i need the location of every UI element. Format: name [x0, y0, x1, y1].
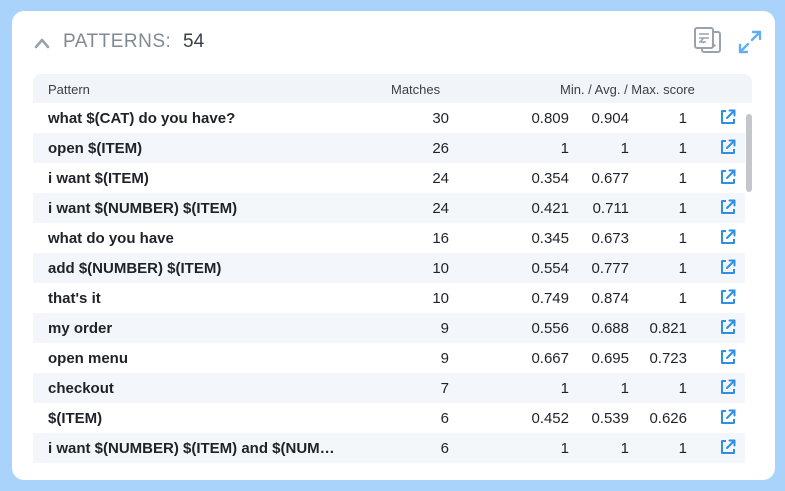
matches-cell: 16	[432, 230, 449, 247]
panel-title: PATTERNS:	[63, 31, 172, 52]
chevron-up-icon[interactable]	[34, 37, 50, 49]
table-row: open $(ITEM) 26 1 1 1	[33, 133, 745, 163]
matches-cell: 6	[440, 410, 449, 427]
min-score-cell: 0.354	[531, 170, 569, 187]
table-row: checkout 7 1 1 1	[33, 373, 745, 403]
table-row: $(ITEM) 6 0.452 0.539 0.626	[33, 403, 745, 433]
avg-score-cell: 0.677	[591, 170, 629, 187]
external-link-icon[interactable]	[719, 288, 737, 306]
min-score-cell: 1	[560, 140, 569, 157]
min-score-cell: 0.421	[531, 200, 569, 217]
avg-score-cell: 0.777	[591, 260, 629, 277]
avg-score-cell: 0.673	[591, 230, 629, 247]
pattern-cell: i want $(NUMBER) $(ITEM) and $(NUM…	[48, 440, 335, 457]
avg-score-cell: 0.695	[591, 350, 629, 367]
max-score-cell: 1	[678, 200, 687, 217]
table-body: what $(CAT) do you have? 30 0.809 0.904 …	[33, 103, 745, 463]
table-row: open menu 9 0.667 0.695 0.723	[33, 343, 745, 373]
external-link-icon[interactable]	[719, 198, 737, 216]
table-row: i want $(NUMBER) $(ITEM) and $(NUM… 6 1 …	[33, 433, 745, 463]
patterns-card: PATTERNS: 54 Pattern Matches Min. / Avg.…	[12, 11, 775, 480]
pattern-cell: add $(NUMBER) $(ITEM)	[48, 260, 222, 277]
avg-score-cell: 0.904	[591, 110, 629, 127]
max-score-cell: 0.626	[649, 410, 687, 427]
min-score-cell: 1	[560, 440, 569, 457]
max-score-cell: 1	[678, 260, 687, 277]
table-row: i want $(NUMBER) $(ITEM) 24 0.421 0.711 …	[33, 193, 745, 223]
max-score-cell: 1	[678, 140, 687, 157]
expand-icon[interactable]	[736, 28, 764, 56]
min-score-cell: 0.554	[531, 260, 569, 277]
matches-cell: 30	[432, 110, 449, 127]
pattern-cell: that's it	[48, 290, 101, 307]
column-header-score[interactable]: Min. / Avg. / Max. score	[560, 82, 695, 97]
matches-cell: 7	[440, 380, 449, 397]
max-score-cell: 1	[678, 440, 687, 457]
pattern-cell: checkout	[48, 380, 114, 397]
max-score-cell: 1	[678, 110, 687, 127]
avg-score-cell: 0.539	[591, 410, 629, 427]
external-link-icon[interactable]	[719, 168, 737, 186]
matches-cell: 6	[440, 440, 449, 457]
external-link-icon[interactable]	[719, 318, 737, 336]
max-score-cell: 0.723	[649, 350, 687, 367]
matches-cell: 9	[440, 350, 449, 367]
external-link-icon[interactable]	[719, 348, 737, 366]
matches-cell: 24	[432, 200, 449, 217]
table-scrollbar[interactable]	[746, 114, 752, 192]
table-row: what $(CAT) do you have? 30 0.809 0.904 …	[33, 103, 745, 133]
patterns-table: Pattern Matches Min. / Avg. / Max. score…	[33, 74, 752, 480]
matches-cell: 24	[432, 170, 449, 187]
max-score-cell: 1	[678, 290, 687, 307]
matches-cell: 9	[440, 320, 449, 337]
matches-cell: 10	[432, 260, 449, 277]
avg-score-cell: 0.874	[591, 290, 629, 307]
pattern-cell: what do you have	[48, 230, 174, 247]
avg-score-cell: 0.688	[591, 320, 629, 337]
table-row: i want $(ITEM) 24 0.354 0.677 1	[33, 163, 745, 193]
patterns-count: 54	[183, 31, 205, 52]
min-score-cell: 0.667	[531, 350, 569, 367]
matches-cell: 10	[432, 290, 449, 307]
max-score-cell: 1	[678, 170, 687, 187]
column-header-pattern[interactable]: Pattern	[48, 82, 90, 97]
pattern-cell: my order	[48, 320, 113, 337]
avg-score-cell: 1	[620, 440, 629, 457]
pattern-cell: i want $(NUMBER) $(ITEM)	[48, 200, 238, 217]
max-score-cell: 1	[678, 230, 687, 247]
external-link-icon[interactable]	[719, 438, 737, 456]
external-link-icon[interactable]	[719, 228, 737, 246]
min-score-cell: 0.749	[531, 290, 569, 307]
external-link-icon[interactable]	[719, 138, 737, 156]
column-header-matches[interactable]: Matches	[391, 82, 441, 97]
matches-cell: 26	[432, 140, 449, 157]
pattern-cell: open menu	[48, 350, 129, 367]
pattern-cell: i want $(ITEM)	[48, 170, 149, 187]
external-link-icon[interactable]	[719, 408, 737, 426]
external-link-icon[interactable]	[719, 378, 737, 396]
copy-icon[interactable]	[692, 26, 724, 54]
pattern-cell: $(ITEM)	[48, 410, 103, 427]
table-row: what do you have 16 0.345 0.673 1	[33, 223, 745, 253]
min-score-cell: 0.809	[531, 110, 569, 127]
max-score-cell: 1	[678, 380, 687, 397]
card-header: PATTERNS: 54	[12, 11, 775, 75]
table-row: my order 9 0.556 0.688 0.821	[33, 313, 745, 343]
table-row: add $(NUMBER) $(ITEM) 10 0.554 0.777 1	[33, 253, 745, 283]
avg-score-cell: 0.711	[592, 200, 629, 217]
pattern-cell: what $(CAT) do you have?	[48, 110, 236, 127]
min-score-cell: 0.345	[531, 230, 569, 247]
min-score-cell: 1	[560, 380, 569, 397]
table-header: Pattern Matches Min. / Avg. / Max. score	[33, 74, 752, 103]
external-link-icon[interactable]	[719, 258, 737, 276]
min-score-cell: 0.556	[531, 320, 569, 337]
avg-score-cell: 1	[620, 380, 629, 397]
external-link-icon[interactable]	[719, 108, 737, 126]
table-row: that's it 10 0.749 0.874 1	[33, 283, 745, 313]
avg-score-cell: 1	[620, 140, 629, 157]
pattern-cell: open $(ITEM)	[48, 140, 143, 157]
max-score-cell: 0.821	[649, 320, 687, 337]
min-score-cell: 0.452	[531, 410, 569, 427]
